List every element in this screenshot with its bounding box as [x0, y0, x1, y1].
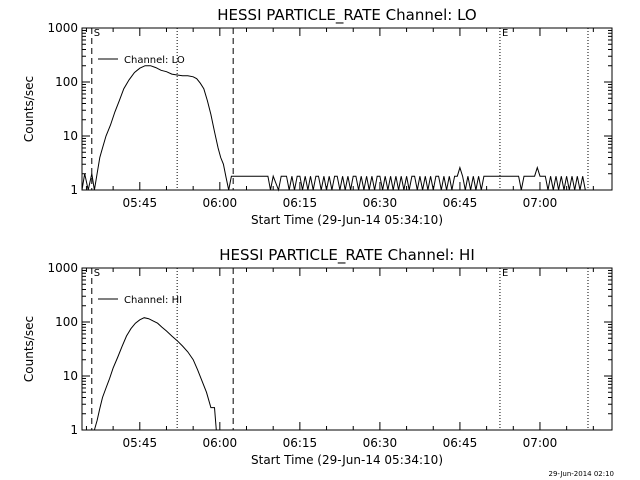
- marker-label: E: [502, 268, 508, 279]
- chart-title: HESSI PARTICLE_RATE Channel: HI: [219, 246, 475, 265]
- y-axis-label: Counts/sec: [22, 76, 36, 142]
- x-axis-label: Start Time (29-Jun-14 05:34:10): [251, 213, 443, 227]
- series-line-0: [93, 317, 217, 431]
- y-tick-label: 1000: [47, 21, 78, 35]
- x-tick-label: 06:00: [203, 436, 238, 450]
- x-tick-label: 06:00: [203, 196, 238, 210]
- legend-label: Channel: HI: [124, 295, 182, 306]
- y-tick-label: 100: [55, 315, 78, 329]
- y-tick-label: 10: [63, 129, 78, 143]
- x-tick-label: 07:00: [523, 436, 558, 450]
- chart-title: HESSI PARTICLE_RATE Channel: LO: [217, 6, 476, 25]
- x-tick-label: 06:30: [363, 436, 398, 450]
- marker-label: S: [94, 28, 100, 39]
- y-tick-label: 10: [63, 369, 78, 383]
- chart-panel-hi: HESSI PARTICLE_RATE Channel: HI Counts/se…: [22, 246, 613, 467]
- x-tick-label: 07:00: [523, 196, 558, 210]
- plot-frame: [81, 267, 613, 431]
- marker-label: S: [94, 268, 100, 279]
- legend-label: Channel: LO: [124, 55, 185, 66]
- chart-panel-lo: HESSI PARTICLE_RATE Channel: LO Counts/se…: [22, 6, 613, 227]
- y-tick-label: 1: [70, 423, 78, 437]
- plot-frame: [81, 27, 613, 191]
- y-tick-label: 1: [70, 183, 78, 197]
- footer-timestamp: 29-Jun-2014 02:10: [548, 470, 615, 478]
- x-tick-label: 06:15: [283, 436, 318, 450]
- x-tick-label: 06:45: [443, 196, 478, 210]
- x-tick-label: 06:15: [283, 196, 318, 210]
- x-tick-label: 05:45: [123, 436, 158, 450]
- series-line-0: [81, 65, 588, 192]
- marker-label: E: [502, 28, 508, 39]
- x-tick-label: 06:30: [363, 196, 398, 210]
- x-tick-label: 05:45: [123, 196, 158, 210]
- y-tick-label: 1000: [47, 261, 78, 275]
- x-tick-label: 06:45: [443, 436, 478, 450]
- y-tick-label: 100: [55, 75, 78, 89]
- y-axis-label: Counts/sec: [22, 316, 36, 382]
- x-axis-label: Start Time (29-Jun-14 05:34:10): [251, 453, 443, 467]
